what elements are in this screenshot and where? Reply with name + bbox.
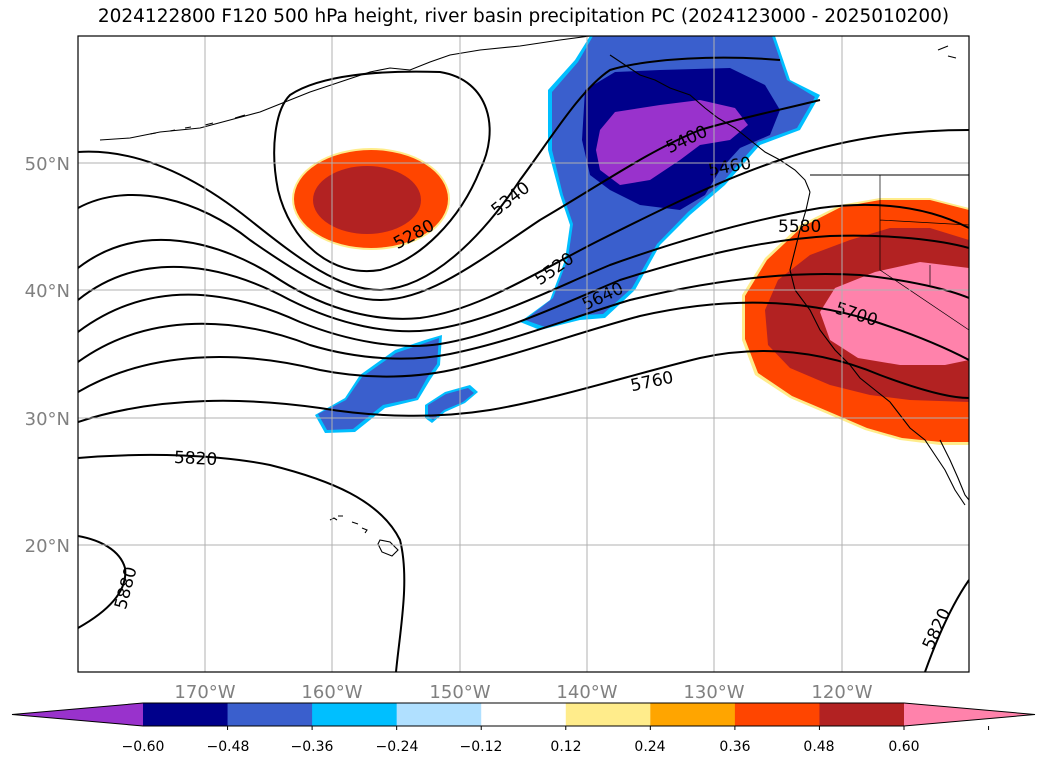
- lat-label-40n: 40°N: [25, 281, 70, 302]
- colorbar-segment: [734, 703, 820, 726]
- colorbar-tick-label: −0.12: [460, 739, 503, 755]
- colorbar-outline: [11, 702, 1036, 727]
- hawaii-islands: [329, 515, 399, 557]
- height-contour-5280: [273, 70, 491, 273]
- colorbar-segment: [904, 703, 1035, 726]
- colorbar-segment: [312, 703, 398, 726]
- colorbar-tick-label: 0.48: [803, 739, 834, 755]
- gridlines: [78, 36, 969, 672]
- colorbar-segment: [565, 703, 651, 726]
- aleutian-islands: [149, 114, 246, 135]
- mexico-coastline: [939, 439, 969, 501]
- contour-label: 5580: [778, 217, 821, 237]
- lon-label-170w: 170°W: [174, 682, 235, 703]
- colorbar-segment: [819, 703, 905, 726]
- longitude-labels: 170°W 160°W 150°W 140°W 130°W 120°W: [174, 682, 872, 703]
- height-contour-5820-southeast: [924, 579, 969, 672]
- positive-anomaly-region: [313, 166, 421, 234]
- colorbar-tick-label: 0.36: [719, 739, 750, 755]
- colorbar-tick-label: 0.24: [634, 739, 665, 755]
- lon-label-160w: 160°W: [301, 682, 362, 703]
- height-contour-5880: [78, 535, 127, 629]
- colorbar-tick-label: 0.60: [888, 739, 919, 755]
- lon-label-120w: 120°W: [811, 682, 872, 703]
- colorbar-segment: [143, 703, 229, 726]
- lon-label-150w: 150°W: [429, 682, 490, 703]
- negative-anomaly-region: [318, 338, 439, 430]
- map-title: 2024122800 F120 500 hPa height, river ba…: [97, 6, 950, 27]
- colorbar-segment: [227, 703, 313, 726]
- lon-label-130w: 130°W: [683, 682, 744, 703]
- height-contour-5700: [78, 301, 969, 393]
- map-frame: [77, 35, 970, 673]
- height-contours: [78, 56, 969, 672]
- height-contour-5580: [78, 234, 969, 347]
- lat-label-20n: 20°N: [25, 536, 70, 557]
- height-contour-5820: [78, 453, 406, 672]
- negative-anomaly-region: [428, 388, 474, 420]
- colorbar-segment: [396, 703, 482, 726]
- lat-label-30n: 30°N: [25, 409, 70, 430]
- lat-label-50n: 50°N: [25, 154, 70, 175]
- height-contour-5400: [78, 99, 821, 302]
- height-contour-5760: [78, 350, 969, 423]
- latitude-labels: 50°N 40°N 30°N 20°N: [25, 154, 70, 557]
- colorbar-tick-label: −0.24: [376, 739, 419, 755]
- contour-label: 5820: [173, 448, 217, 470]
- precip-shading: [292, 36, 969, 445]
- height-contour-5640: [78, 272, 969, 363]
- colorbar-tick-label: 0.12: [550, 739, 581, 755]
- colorbar-tick-label: −0.48: [207, 739, 250, 755]
- colorbar: −0.60 −0.48 −0.36 −0.24 −0.12 0.12 0.24 0.36 0.4…: [11, 702, 1036, 755]
- us-west-coastline: [789, 191, 966, 506]
- bc-coastline: [609, 54, 811, 193]
- height-contour-5520: [78, 203, 969, 333]
- alaska-coastline: [99, 36, 591, 141]
- height-contour-5340: [78, 56, 781, 292]
- lon-label-140w: 140°W: [556, 682, 617, 703]
- colorbar-tick-label: −0.60: [122, 739, 165, 755]
- colorbar-segment: [12, 703, 143, 726]
- colorbar-segment: [481, 703, 567, 726]
- coastlines: [99, 36, 969, 557]
- positive-anomaly-region: [820, 262, 969, 365]
- state-borders: [879, 175, 969, 331]
- colorbar-segment: [650, 703, 736, 726]
- height-contour-5460: [78, 129, 969, 320]
- map-content: 5280 5340 5400 5460 5520 5580 5640 5700 …: [78, 36, 969, 672]
- gulf-alaska-islands: [937, 45, 957, 59]
- colorbar-tick-label: −0.36: [291, 739, 334, 755]
